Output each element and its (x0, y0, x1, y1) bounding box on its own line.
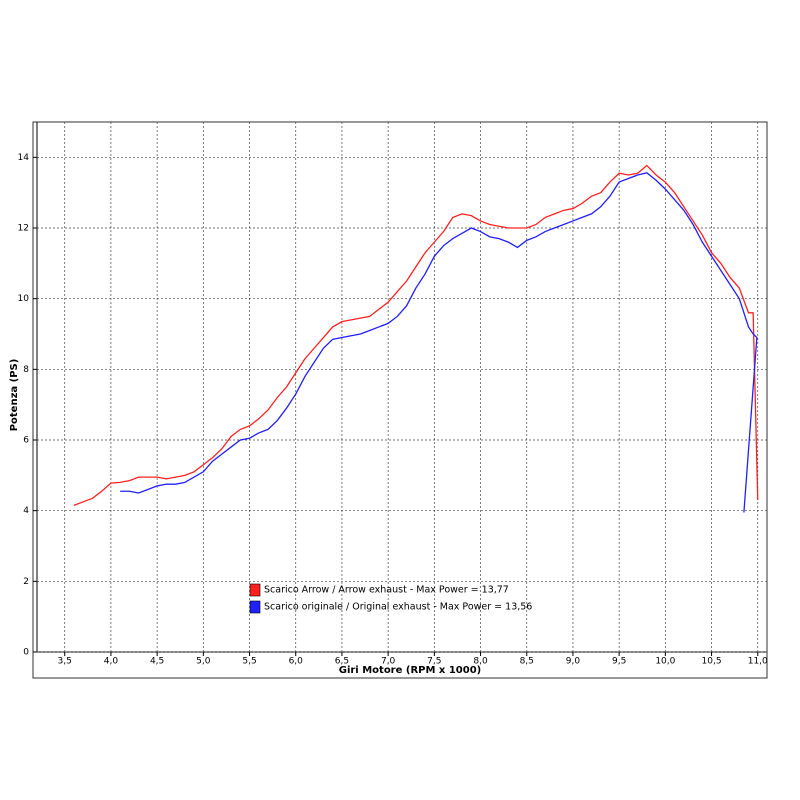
y-tick-label: 12 (18, 224, 29, 234)
x-tick-label: 10,5 (702, 657, 722, 667)
x-axis-title: Giri Motore (RPM x 1000) (339, 665, 482, 676)
y-tick-label: 10 (18, 294, 30, 304)
y-axis-title: Potenza (PS) (9, 359, 20, 432)
y-tick-label: 4 (23, 506, 29, 516)
y-tick-label: 0 (23, 648, 29, 658)
y-tick-label: 14 (18, 153, 30, 163)
x-tick-label: 4,5 (150, 657, 164, 667)
y-tick-label: 6 (23, 436, 29, 446)
x-tick-label: 5,5 (242, 657, 256, 667)
x-tick-label: 4,0 (104, 657, 119, 667)
x-tick-label: 9,5 (612, 657, 626, 667)
line (73, 164, 759, 506)
legend-swatch (249, 583, 261, 597)
x-tick-label: 6,0 (289, 657, 304, 667)
x-tick-label: 10,0 (655, 657, 675, 667)
y-tick-label: 8 (23, 365, 29, 375)
x-tick-label: 6,5 (335, 657, 349, 667)
x-tick-label: 8,0 (473, 657, 488, 667)
x-tick-label: 7,0 (381, 657, 396, 667)
legend-text: Scarico Arrow / Arrow exhaust - Max Powe… (264, 585, 509, 596)
line (120, 172, 758, 513)
x-tick-label: 5,0 (196, 657, 211, 667)
x-tick-label: 11,0 (748, 657, 768, 667)
y-tick-label: 2 (23, 577, 29, 587)
frame (32, 121, 768, 679)
legend-swatch (249, 600, 261, 614)
x-tick-label: 7,5 (427, 657, 441, 667)
x-tick-label: 9,0 (566, 657, 581, 667)
x-tick-label: 3,5 (58, 657, 72, 667)
x-tick-label: 8,5 (520, 657, 534, 667)
legend-text: Scarico originale / Original exhaust - M… (264, 602, 532, 613)
